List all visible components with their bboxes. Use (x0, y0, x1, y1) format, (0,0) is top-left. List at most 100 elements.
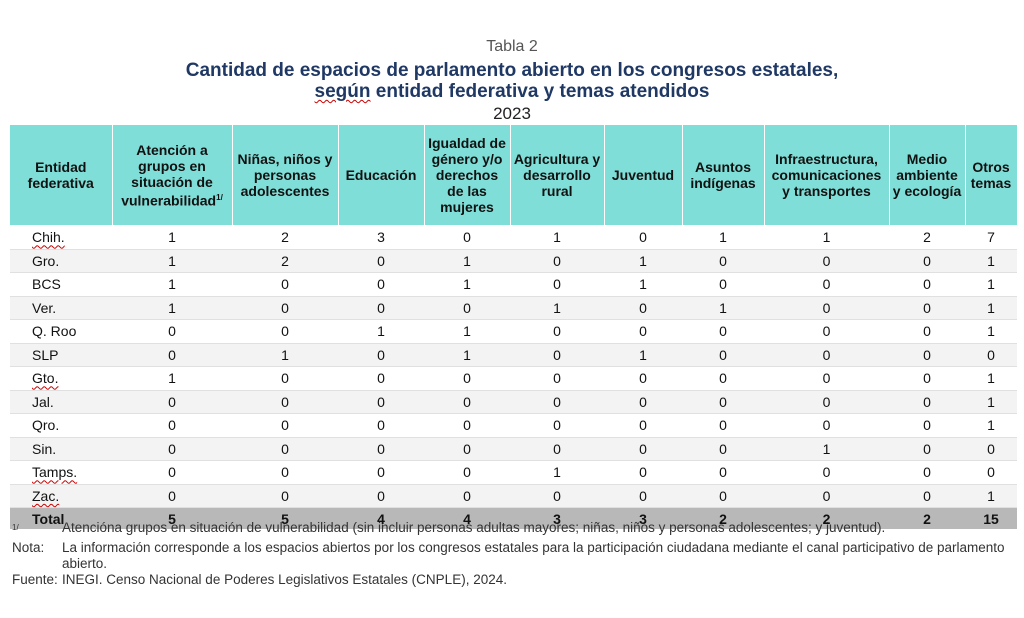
table-cell: 0 (510, 343, 604, 367)
header-row: Entidad federativa Atención a grupos en … (10, 125, 1018, 226)
row-entity-name: Ver. (10, 296, 112, 320)
table-row: Zac. 0 0 0 0 0 0 0 0 0 1 (10, 484, 1017, 508)
total-cell: 5 (232, 507, 338, 529)
table-row: Chih. 1 2 3 0 1 0 1 1 2 7 (10, 225, 1017, 250)
table-cell: 0 (510, 249, 604, 273)
table-cell: 1 (965, 296, 1017, 320)
row-entity-name: BCS (10, 272, 112, 297)
total-row: Total 5 5 4 4 3 3 2 2 2 15 (10, 507, 1017, 529)
table-title-line-2: según entidad federativa y temas atendid… (0, 81, 1024, 103)
table-cell: 0 (424, 460, 510, 485)
table-cell: 0 (965, 343, 1017, 367)
table-cell: 1 (424, 343, 510, 367)
table-cell: 1 (510, 296, 604, 320)
table-cell: 1 (965, 319, 1017, 344)
table-cell: 0 (682, 366, 764, 391)
row-entity-name: Sin. (10, 437, 112, 461)
table-cell: 0 (965, 460, 1017, 485)
table-cell: 3 (338, 225, 424, 250)
table-cell: 1 (965, 484, 1017, 508)
table-cell: 0 (682, 460, 764, 485)
table-cell: 1 (232, 343, 338, 367)
total-cell: 2 (764, 507, 889, 529)
table-cell: 1 (965, 272, 1017, 297)
row-entity-name: Qro. (10, 413, 112, 438)
source-label: Fuente: (12, 571, 58, 587)
col-header-ninas-ninos: Niñas, niños y personas adolescentes (232, 125, 339, 226)
table-cell: 1 (965, 249, 1017, 273)
table-cell: 0 (604, 460, 682, 485)
table-cell: 1 (965, 413, 1017, 438)
data-table: Entidad federativa Atención a grupos en … (10, 125, 1018, 529)
table-cell: 0 (112, 437, 232, 461)
note-text: La información corresponde a los espacio… (62, 539, 1005, 571)
table-cell: 0 (889, 413, 965, 438)
table-cell: 0 (338, 343, 424, 367)
table-cell: 0 (682, 484, 764, 508)
table-cell: 1 (604, 343, 682, 367)
table-cell: 0 (232, 413, 338, 438)
table-cell: 1 (682, 225, 764, 250)
table-cell: 0 (889, 460, 965, 485)
table-cell: 1 (965, 366, 1017, 391)
table-cell: 1 (424, 272, 510, 297)
table-cell: 1 (338, 319, 424, 344)
table-cell: 0 (889, 319, 965, 344)
col-header-educacion: Educación (338, 125, 425, 226)
table-cell: 0 (338, 484, 424, 508)
col-header-infraestructura: Infraestructura, comunicaciones y transp… (764, 125, 890, 226)
note-label: Nota: (12, 539, 45, 555)
table-row: Gro. 1 2 0 1 0 1 0 0 0 1 (10, 249, 1017, 273)
table-row: Tamps. 0 0 0 0 1 0 0 0 0 0 (10, 460, 1017, 485)
total-cell: 3 (510, 507, 604, 529)
table-cell: 0 (764, 460, 889, 485)
table-cell: 1 (510, 225, 604, 250)
table-cell: 1 (764, 437, 889, 461)
col-header-juventud: Juventud (604, 125, 683, 226)
table-row: Gto. 1 0 0 0 0 0 0 0 0 1 (10, 366, 1017, 391)
table-cell: 1 (112, 225, 232, 250)
table-cell: 0 (510, 366, 604, 391)
table-year: 2023 (493, 104, 531, 123)
table-cell: 0 (232, 366, 338, 391)
table-cell: 0 (510, 413, 604, 438)
table-cell: 0 (510, 319, 604, 344)
table-cell: 0 (682, 249, 764, 273)
table-cell: 1 (764, 225, 889, 250)
table-cell: 0 (338, 249, 424, 273)
table-cell: 0 (232, 460, 338, 485)
table-cell: 0 (764, 390, 889, 414)
total-cell: 4 (338, 507, 424, 529)
table-cell: 0 (424, 296, 510, 320)
table-cell: 0 (232, 296, 338, 320)
row-entity-name: Chih. (10, 225, 112, 250)
table-row: Qro. 0 0 0 0 0 0 0 0 0 1 (10, 413, 1017, 438)
table-cell: 0 (764, 249, 889, 273)
col-header-vulnerabilidad: Atención a grupos en situación de vulner… (112, 125, 233, 226)
table-cell: 0 (424, 484, 510, 508)
table-cell: 0 (889, 437, 965, 461)
table-cell: 0 (764, 319, 889, 344)
table-cell: 0 (604, 437, 682, 461)
table-cell: 0 (682, 437, 764, 461)
table-cell: 0 (424, 413, 510, 438)
table-cell: 0 (112, 413, 232, 438)
total-cell: 3 (604, 507, 682, 529)
table-cell: 0 (424, 366, 510, 391)
table-cell: 0 (232, 390, 338, 414)
table-cell: 0 (764, 484, 889, 508)
table-cell: 1 (965, 390, 1017, 414)
col-header-vulnerabilidad-label: Atención a grupos en situación de vulner… (121, 141, 217, 209)
table-cell: 0 (232, 272, 338, 297)
table-cell: 0 (889, 343, 965, 367)
table-cell: 0 (338, 296, 424, 320)
table-row: Sin. 0 0 0 0 0 0 0 1 0 0 (10, 437, 1017, 461)
title-underlined-word: según (314, 81, 371, 102)
table-cell: 1 (112, 249, 232, 273)
title-line-2-rest: entidad federativa y temas atendidos (370, 81, 710, 102)
col-header-agricultura: Agricultura y desarrollo rural (510, 125, 605, 226)
table-row: Jal. 0 0 0 0 0 0 0 0 0 1 (10, 390, 1017, 414)
table-cell: 0 (510, 484, 604, 508)
col-header-medio-ambiente: Medio ambiente y ecología (889, 125, 966, 226)
table-cell: 0 (112, 343, 232, 367)
